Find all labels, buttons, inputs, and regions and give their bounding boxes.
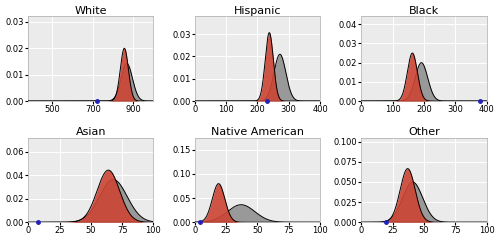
Title: Hispanic: Hispanic [234, 6, 281, 16]
Title: Native American: Native American [211, 127, 304, 137]
Title: Black: Black [409, 6, 439, 16]
Title: Other: Other [408, 127, 440, 137]
Title: White: White [74, 6, 107, 16]
Title: Asian: Asian [76, 127, 106, 137]
